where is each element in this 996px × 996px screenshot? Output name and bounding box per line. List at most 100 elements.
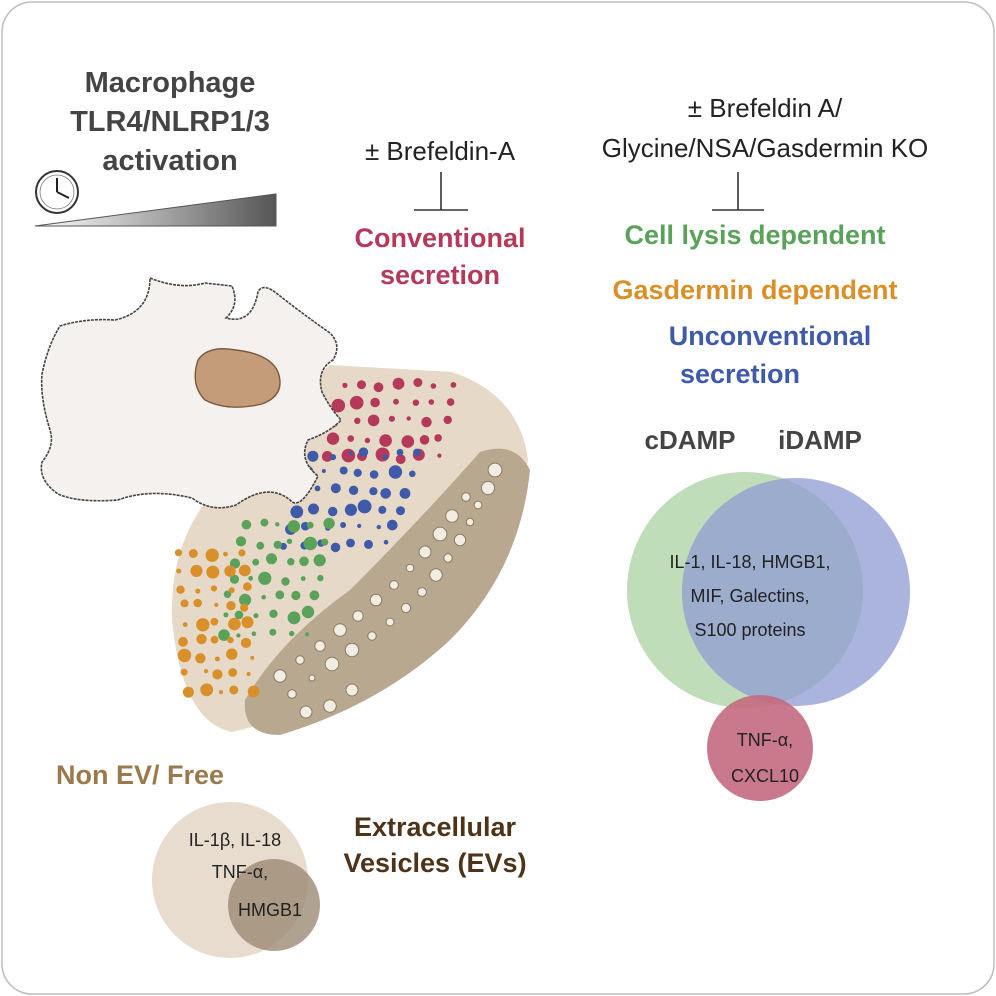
conventional-dot <box>375 447 390 462</box>
lysis-dot <box>306 521 314 529</box>
lysis-dot <box>239 593 252 607</box>
unconventional-dot <box>314 485 321 492</box>
gasdermin-dot <box>210 635 219 644</box>
conventional-dot <box>373 382 384 393</box>
gasdermin-dot <box>228 617 241 631</box>
conventional-dot <box>347 435 355 442</box>
macrophage-cell <box>40 276 343 509</box>
tnf-line: TNF-α, <box>736 730 794 750</box>
conventional-dot <box>349 395 364 410</box>
lysis-dot <box>256 541 265 550</box>
conventional-dot <box>388 415 395 422</box>
inhibition-symbol <box>414 172 764 211</box>
unconventional-dot <box>409 470 416 478</box>
gasdermin-dot <box>229 685 239 695</box>
unconventional-dot <box>346 538 355 548</box>
conventional-dot <box>395 454 406 465</box>
ev-vesicle-dot <box>323 699 337 713</box>
idamp-label: iDAMP <box>778 425 862 455</box>
lysis-dot <box>235 536 247 547</box>
gasdermin-dot <box>210 617 219 626</box>
tnf-circle <box>707 695 813 801</box>
lysis-dot <box>313 554 326 567</box>
gasdermin-dot <box>227 636 234 644</box>
unconventional-dot <box>340 522 347 528</box>
gasdermin-dot <box>196 633 207 645</box>
ev-vesicle-dot <box>418 545 432 559</box>
unconventional-dot <box>357 499 372 514</box>
lysis-dot <box>275 522 280 527</box>
unconventional-dot <box>382 454 388 460</box>
unconventional-label-line1: Unconventional <box>668 321 872 351</box>
unconventional-dot <box>330 483 341 494</box>
gasdermin-dot <box>190 564 203 578</box>
tnf-circle-text: TNF-α, CXCL10 <box>700 722 830 794</box>
overlap-line: S100 proteins <box>694 620 806 640</box>
conventional-dot <box>419 435 430 445</box>
gasdermin-dot <box>178 636 188 647</box>
conventional-dot <box>331 398 346 413</box>
conventional-label-line1: Conventional <box>354 223 526 253</box>
lysis-dot <box>260 518 269 527</box>
gasdermin-dot <box>214 602 219 608</box>
conventional-label-line2: secretion <box>379 260 501 290</box>
gasdermin-dot <box>195 588 201 594</box>
ev-vesicle-dot <box>465 517 475 527</box>
unconventional-dot <box>357 523 362 529</box>
lysis-dot <box>291 590 301 601</box>
title-line: activation <box>102 145 238 177</box>
ev-vesicle-dot <box>324 656 340 672</box>
ev-circle <box>228 859 320 951</box>
lysis-dot <box>218 629 230 641</box>
lysis-dot <box>281 577 290 586</box>
gasdermin-label: Gasdermin dependent <box>612 275 898 305</box>
gasdermin-dot <box>193 598 202 608</box>
lysis-dot <box>251 631 257 636</box>
unconventional-dot <box>380 488 392 499</box>
lysis-dot <box>223 590 232 599</box>
conventional-dot <box>413 378 423 387</box>
conventional-dot <box>370 397 380 408</box>
ev-vesicle-dot <box>480 480 496 496</box>
unconventional-dot <box>321 469 326 473</box>
lysis-dot <box>236 633 241 638</box>
gasdermin-dot <box>226 601 236 611</box>
lysis-dot <box>286 538 293 544</box>
conventional-dot <box>379 434 392 447</box>
lysis-dot <box>269 609 278 618</box>
conventional-dot <box>401 435 415 448</box>
ev-label-line1: Extracellular <box>353 812 517 842</box>
cdamp-label: cDAMP <box>644 425 736 455</box>
gasdermin-dot <box>212 669 223 680</box>
gasdermin-dot <box>176 568 182 574</box>
ev-vesicle-dot <box>400 602 412 614</box>
lysis-dot <box>305 632 310 637</box>
conventional-dot <box>434 434 442 442</box>
ev-venn-line1: IL-1β, IL-18 <box>188 830 282 850</box>
unconventional-dot <box>330 542 341 553</box>
ev-vesicle-dot <box>405 563 415 573</box>
conventional-dot <box>392 377 405 390</box>
lysis-dot <box>273 540 282 549</box>
conventional-dot <box>367 414 380 427</box>
unconventional-dot <box>353 468 362 477</box>
gasdermin-dot <box>180 599 189 608</box>
gasdermin-dot <box>174 549 183 557</box>
gasdermin-dot <box>238 564 251 577</box>
unconventional-dot <box>328 506 338 517</box>
ev-vesicle-dot <box>299 705 313 719</box>
gasdermin-dot <box>182 622 188 627</box>
lysis-dot <box>252 558 260 566</box>
gasdermin-dots <box>174 548 260 698</box>
conventional-dot <box>421 416 432 428</box>
overlap-line: MIF, Galectins, <box>690 586 810 606</box>
unconventional-dot <box>364 539 373 549</box>
lysis-dot <box>300 576 306 581</box>
ev-vesicle-dot <box>314 640 326 652</box>
gasdermin-dot <box>195 653 206 664</box>
gasdermin-dot <box>196 618 210 632</box>
conventional-dot <box>406 416 411 421</box>
lysis-dot <box>275 590 285 600</box>
conventional-dot <box>412 399 420 406</box>
